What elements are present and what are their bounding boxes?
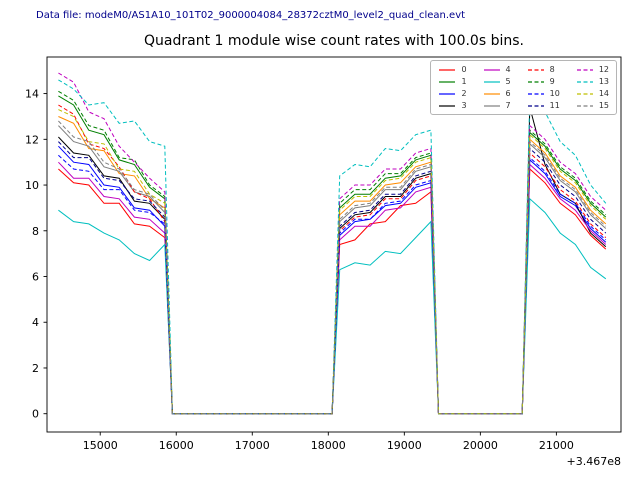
series-line-2	[58, 145, 607, 415]
x-tick-label: 16000	[159, 439, 194, 452]
legend-item-9: 9	[527, 76, 560, 87]
series-line-6	[58, 116, 607, 415]
legend-item-label: 5	[505, 77, 511, 86]
legend-line-sample	[576, 68, 593, 71]
legend-item-5: 5	[483, 76, 511, 87]
legend-item-7: 7	[483, 100, 511, 111]
legend-item-label: 4	[505, 65, 511, 74]
legend-item-label: 8	[549, 65, 555, 74]
data-file-label: Data file: modeM0/AS1A10_101T02_90000040…	[36, 10, 466, 21]
legend-line-sample	[527, 104, 544, 107]
legend-line-sample	[439, 92, 456, 95]
legend-item-label: 10	[549, 89, 560, 98]
axes-frame	[46, 56, 622, 433]
legend-item-2: 2	[438, 88, 467, 99]
legend-item-8: 8	[527, 64, 560, 75]
chart-title: Quadrant 1 module wise count rates with …	[144, 33, 524, 49]
y-tick-label: 2	[32, 362, 39, 375]
legend-item-label: 15	[598, 101, 609, 110]
legend-item-label: 0	[461, 65, 467, 74]
y-tick-label: 8	[32, 225, 39, 238]
y-tick-label: 10	[25, 179, 39, 192]
y-tick-label: 6	[32, 271, 39, 284]
legend-item-label: 9	[549, 77, 555, 86]
legend-item-3: 3	[438, 100, 467, 111]
x-tick-label: 18000	[311, 439, 346, 452]
legend-item-label: 1	[461, 77, 467, 86]
series-line-11	[58, 141, 607, 415]
legend-line-sample	[527, 92, 544, 95]
y-tick-label: 0	[32, 408, 39, 421]
legend-item-13: 13	[576, 76, 609, 87]
legend-item-4: 4	[483, 64, 511, 75]
legend-item-label: 3	[461, 101, 467, 110]
x-tick-label: 21000	[539, 439, 574, 452]
legend-item-10: 10	[527, 88, 560, 99]
legend-item-14: 14	[576, 88, 609, 99]
legend-item-label: 6	[505, 89, 511, 98]
series-line-3	[58, 107, 607, 415]
legend-item-15: 15	[576, 100, 609, 111]
legend-item-11: 11	[527, 100, 560, 111]
series-line-7	[58, 125, 607, 415]
series-line-15	[58, 120, 607, 415]
legend-line-sample	[439, 104, 456, 107]
series-line-14	[58, 109, 607, 415]
legend-item-label: 2	[461, 89, 467, 98]
series-line-4	[58, 161, 607, 415]
legend-item-label: 14	[598, 89, 609, 98]
legend-item-0: 0	[438, 64, 467, 75]
legend-line-sample	[439, 68, 456, 71]
series-line-0	[58, 167, 607, 415]
y-tick-label: 4	[32, 316, 39, 329]
y-tick-label: 14	[25, 88, 39, 101]
legend-item-6: 6	[483, 88, 511, 99]
legend-line-sample	[483, 92, 500, 95]
legend-line-sample	[483, 80, 500, 83]
y-tick-label: 12	[25, 133, 39, 146]
legend: 0 1 2 3 4 5 6 7 8 9 10 11 12 13 14 15	[430, 60, 617, 115]
legend-line-sample	[439, 80, 456, 83]
legend-item-label: 7	[505, 101, 511, 110]
legend-item-1: 1	[438, 76, 467, 87]
series-line-1	[58, 95, 607, 415]
series-line-9	[58, 90, 607, 415]
legend-line-sample	[483, 68, 500, 71]
legend-line-sample	[576, 104, 593, 107]
legend-item-12: 12	[576, 64, 609, 75]
x-tick-label: 19000	[387, 439, 422, 452]
x-tick-label: 20000	[463, 439, 498, 452]
series-line-12	[58, 72, 607, 415]
x-axis-offset-label: +3.467e8	[567, 455, 621, 468]
legend-line-sample	[527, 80, 544, 83]
series-line-10	[58, 154, 607, 415]
legend-line-sample	[527, 68, 544, 71]
legend-item-label: 12	[598, 65, 609, 74]
legend-item-label: 13	[598, 77, 609, 86]
legend-line-sample	[576, 92, 593, 95]
series-line-8	[58, 104, 607, 415]
x-tick-label: 17000	[235, 439, 270, 452]
legend-line-sample	[483, 104, 500, 107]
legend-line-sample	[576, 80, 593, 83]
x-tick-label: 15000	[83, 439, 118, 452]
legend-item-label: 11	[549, 101, 560, 110]
series-line-5	[58, 197, 607, 415]
